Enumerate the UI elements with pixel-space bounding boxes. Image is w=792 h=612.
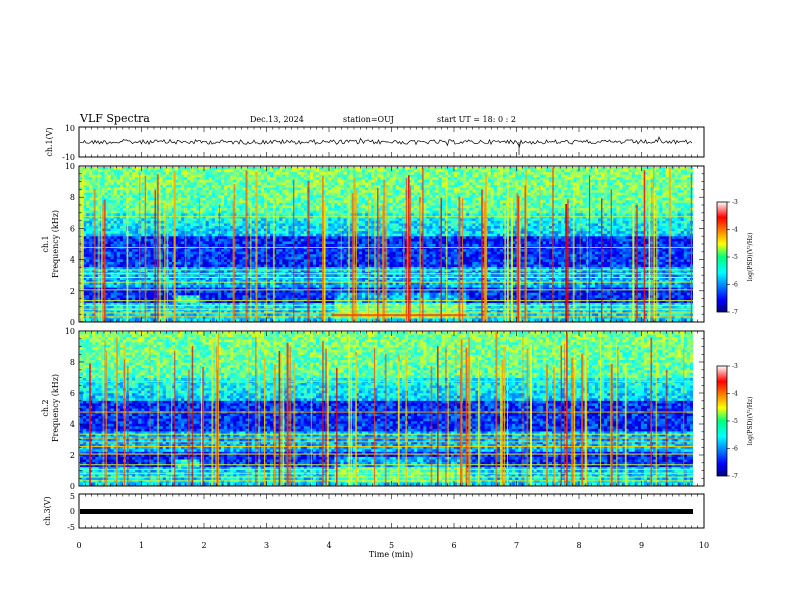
figure-title: VLF Spectra (79, 112, 150, 125)
ch1-waveform-panel: 10 -10 ch.1(V) (45, 124, 704, 162)
date-label: Dec.13, 2024 (250, 115, 304, 124)
station-label: station=OUJ (343, 115, 394, 124)
ch1-ytick-bottom: -10 (62, 153, 75, 162)
ch1-spectrogram-image (80, 167, 704, 322)
ch1-ytick-top: 10 (65, 124, 75, 133)
start-time-label: start UT = 18: 0 : 2 (437, 115, 516, 124)
ch1-waveform-ylabel: ch.1(V) (45, 127, 54, 156)
